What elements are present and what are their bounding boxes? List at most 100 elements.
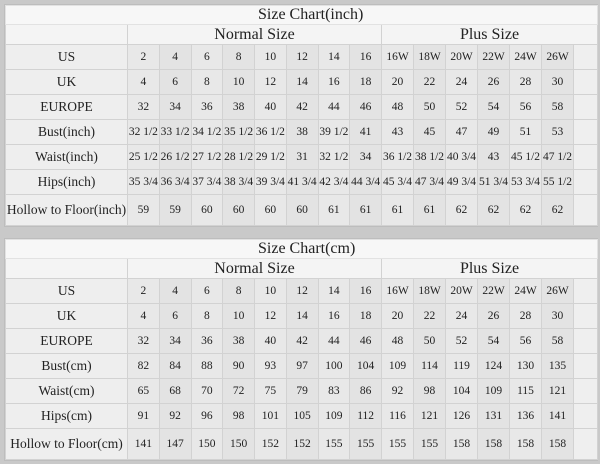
empty-cell [572, 278, 599, 304]
normal-size-cell: 36 3/4 [158, 169, 192, 195]
plus-size-cell: 47 1/2 [541, 144, 574, 170]
row-label: Hollow to Floor(cm) [5, 428, 128, 460]
empty-cell [572, 378, 599, 404]
plus-size-cell: 45 1/2 [509, 144, 542, 170]
normal-size-cell: 6 [190, 278, 224, 304]
normal-size-cell: 36 [190, 94, 224, 120]
table-row: EUROPE 32 34 36 38 40 42 44 46 48 50 52 54 56 58 [5, 328, 599, 354]
plus-size-cell: 98 [413, 378, 446, 404]
plus-size-cell: 47 [445, 119, 478, 145]
empty-header-cell [5, 24, 128, 45]
plus-size-cell: 49 [477, 119, 510, 145]
plus-size-cell: 52 [445, 328, 478, 354]
normal-size-cell: 92 [158, 403, 192, 429]
normal-size-cell: 8 [190, 303, 224, 329]
plus-size-cell: 121 [541, 378, 574, 404]
normal-size-cell: 39 1/2 [317, 119, 351, 145]
plus-size-cell: 155 [381, 428, 414, 460]
plus-size-cell: 62 [445, 194, 478, 226]
normal-size-cell: 46 [349, 328, 382, 354]
plus-size-cell: 43 [477, 144, 510, 170]
empty-cell [572, 353, 599, 379]
normal-size-cell: 112 [349, 403, 382, 429]
plus-size-cell: 26W [541, 278, 574, 304]
plus-size-cell: 26 [477, 303, 510, 329]
plus-size-cell: 26 [477, 69, 510, 95]
normal-size-cell: 16 [349, 44, 382, 70]
normal-size-cell: 10 [222, 69, 255, 95]
plus-size-cell: 109 [477, 378, 510, 404]
plus-size-cell: 54 [477, 328, 510, 354]
plus-size-cell: 58 [541, 94, 574, 120]
plus-size-cell: 20 [381, 303, 414, 329]
normal-size-cell: 155 [317, 428, 351, 460]
plus-size-cell: 38 1/2 [413, 144, 446, 170]
plus-size-cell: 22 [413, 303, 446, 329]
normal-size-cell: 39 3/4 [254, 169, 287, 195]
normal-size-cell: 42 3/4 [317, 169, 351, 195]
normal-size-cell: 6 [158, 303, 192, 329]
plus-size-cell: 54 [477, 94, 510, 120]
normal-size-cell: 100 [317, 353, 351, 379]
normal-size-cell: 32 1/2 [127, 119, 160, 145]
empty-cell [572, 119, 599, 145]
plus-size-cell: 24 [445, 69, 478, 95]
plus-size-cell: 116 [381, 403, 414, 429]
table-row: US 2 4 6 8 10 12 14 16 16W 18W 20W 22W 24W 26W [5, 44, 599, 70]
row-label: Waist(inch) [5, 144, 128, 170]
plus-size-cell: 20W [445, 44, 478, 70]
plus-size-cell: 52 [445, 94, 478, 120]
normal-size-cell: 34 [158, 328, 192, 354]
normal-size-cell: 46 [349, 94, 382, 120]
normal-size-cell: 10 [254, 44, 287, 70]
plus-size-cell: 104 [445, 378, 478, 404]
plus-size-cell: 124 [477, 353, 510, 379]
normal-size-cell: 60 [190, 194, 224, 226]
normal-size-cell: 60 [222, 194, 255, 226]
plus-size-cell: 109 [381, 353, 414, 379]
plus-size-cell: 45 3/4 [381, 169, 414, 195]
normal-size-cell: 12 [254, 303, 287, 329]
table-row: Hips(cm) 91 92 96 98 101 105 109 112 116 121 126 131… [5, 403, 599, 429]
plus-size-cell: 51 [509, 119, 542, 145]
normal-size-cell: 34 1/2 [190, 119, 224, 145]
normal-size-cell: 61 [317, 194, 351, 226]
plus-size-cell: 18W [413, 44, 446, 70]
plus-size-cell: 51 3/4 [477, 169, 510, 195]
normal-size-cell: 8 [222, 278, 255, 304]
normal-size-cell: 105 [285, 403, 319, 429]
plus-size-cell: 62 [477, 194, 510, 226]
row-label: UK [5, 303, 128, 329]
normal-size-cell: 109 [317, 403, 351, 429]
normal-size-cell: 38 [222, 94, 255, 120]
size-chart-table: Size Chart(cm) Normal Size Plus Size US 2 4 6 8… [4, 239, 599, 460]
plus-size-cell: 36 1/2 [381, 144, 414, 170]
normal-size-cell: 40 [254, 328, 287, 354]
plus-size-cell: 50 [413, 94, 446, 120]
normal-size-cell: 150 [222, 428, 255, 460]
plus-size-cell: 24W [509, 44, 542, 70]
row-label: Bust(cm) [5, 353, 128, 379]
normal-size-cell: 14 [285, 69, 319, 95]
normal-size-cell: 27 1/2 [190, 144, 224, 170]
normal-size-cell: 34 [349, 144, 382, 170]
normal-size-cell: 16 [317, 69, 351, 95]
normal-size-cell: 91 [127, 403, 160, 429]
plus-size-cell: 114 [413, 353, 446, 379]
table-row: UK 4 6 8 10 12 14 16 18 20 22 24 26 28 30 [5, 303, 599, 329]
normal-size-cell: 14 [317, 278, 351, 304]
plus-size-cell: 16W [381, 278, 414, 304]
normal-size-cell: 38 [285, 119, 319, 145]
normal-size-cell: 59 [127, 194, 160, 226]
normal-size-cell: 79 [285, 378, 319, 404]
normal-size-cell: 88 [190, 353, 224, 379]
table-row: US 2 4 6 8 10 12 14 16 16W 18W 20W 22W 24W 26W [5, 278, 599, 304]
normal-size-cell: 10 [222, 303, 255, 329]
normal-size-cell: 44 3/4 [349, 169, 382, 195]
empty-cell [572, 169, 599, 195]
normal-size-cell: 104 [349, 353, 382, 379]
normal-size-cell: 18 [349, 69, 382, 95]
normal-size-cell: 42 [285, 328, 319, 354]
normal-size-cell: 38 [222, 328, 255, 354]
table-row: Bust(inch) 32 1/2 33 1/2 34 1/2 35 1/2 36 1/2… [5, 119, 599, 145]
